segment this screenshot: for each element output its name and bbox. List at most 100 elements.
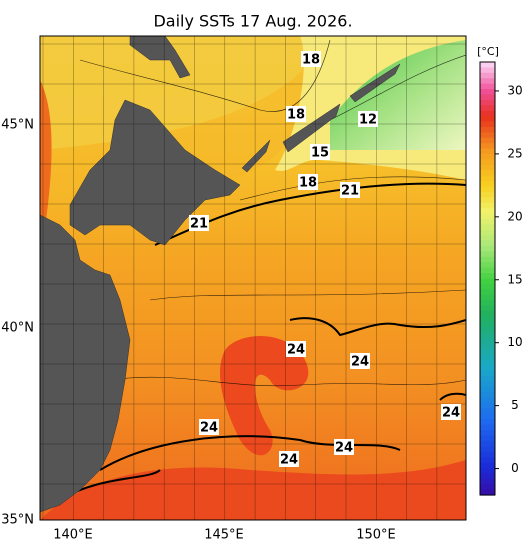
colorbar-segment: [480, 430, 495, 437]
colorbar-tick-label: 15: [507, 272, 522, 286]
colorbar-segment: [480, 343, 495, 350]
colorbar-segment: [480, 240, 495, 247]
contour-labels: 18 18 12 15 18 21 21 24 24 24 24 24 24: [189, 51, 461, 468]
colorbar-segment: [480, 202, 495, 209]
colorbar-segment: [480, 294, 495, 301]
colorbar-segment: [480, 446, 495, 453]
colorbar-segment: [480, 440, 495, 447]
colorbar-segment: [480, 451, 495, 458]
contour-label-box: [298, 174, 318, 190]
contour-label-box: [350, 353, 370, 369]
colorbar-segment: [480, 332, 495, 339]
colorbar-segment: [480, 467, 495, 474]
colorbar-segment: [480, 273, 495, 280]
colorbar-segment: [480, 137, 495, 144]
contour-label-box: [286, 106, 306, 122]
cool-area: [40, 36, 330, 150]
longitude-label: 150°E: [356, 528, 396, 543]
colorbar-segment: [480, 186, 495, 193]
colorbar-tick-label: 30: [507, 83, 522, 97]
contour-label: 15: [311, 146, 329, 161]
colorbar-segment: [480, 224, 495, 231]
colorbar-segment: [480, 386, 495, 393]
colorbar-segment: [480, 235, 495, 242]
colorbar-segment: [480, 197, 495, 204]
colorbar-segment: [480, 457, 495, 464]
colorbar-segment: [480, 62, 495, 69]
colorbar-segment: [480, 316, 495, 323]
colorbar-segment: [480, 359, 495, 366]
contour-label: 18: [302, 53, 320, 68]
colorbar: 0 5 10 15 20 25 30: [479, 61, 523, 496]
colorbar-segment: [480, 170, 495, 177]
colorbar-segment: [480, 181, 495, 188]
colorbar-segment: [480, 370, 495, 377]
warm-eddy: [220, 336, 309, 456]
colorbar-segment: [480, 381, 495, 388]
colorbar-segment: [480, 154, 495, 161]
colorbar-segment: [480, 375, 495, 382]
contour-label: 21: [341, 184, 359, 199]
longitude-label: 145°E: [204, 528, 244, 543]
colorbar-segment: [480, 327, 495, 334]
colorbar-segment: [480, 99, 495, 106]
colorbar-segment: [480, 251, 495, 258]
colorbar-segment: [480, 175, 495, 182]
colorbar-segment: [480, 348, 495, 355]
contour-label: 24: [280, 453, 298, 468]
contour-label-box: [189, 215, 209, 231]
colorbar-segment: [480, 148, 495, 155]
colorbar-segment: [480, 67, 495, 74]
colorbar-segment: [480, 83, 495, 90]
map-title: Daily SSTs 17 Aug. 2026.: [153, 12, 352, 31]
contour-label-box: [441, 404, 461, 420]
contour-label-box: [301, 51, 321, 67]
colorbar-segment: [480, 78, 495, 85]
colorbar-segment: [480, 419, 495, 426]
colorbar-segment: [480, 408, 495, 415]
colorbar-segment: [480, 121, 495, 128]
colorbar-segment: [480, 489, 495, 496]
contour-label-box: [334, 439, 354, 455]
contours: [79, 39, 466, 387]
contour-label: 24: [200, 421, 218, 436]
colorbar-segment: [480, 213, 495, 220]
colorbar-tick-label: 10: [507, 335, 522, 349]
colorbar-segment: [480, 132, 495, 139]
contour-label: 12: [359, 113, 377, 128]
contour-label-box: [279, 451, 299, 467]
colorbar-frame: [479, 61, 496, 496]
contour-label: 18: [287, 108, 305, 123]
colorbar-segment: [480, 413, 495, 420]
contour-label-box: [286, 341, 306, 357]
colorbar-segment: [480, 208, 495, 215]
colorbar-segment: [480, 143, 495, 150]
colorbar-segment: [480, 289, 495, 296]
latitude-label: 35°N: [1, 513, 34, 528]
contour-label: 24: [335, 441, 353, 456]
colorbar-segment: [480, 354, 495, 361]
latitude-label: 45°N: [1, 118, 34, 133]
contour-label-box: [310, 144, 330, 160]
colorbar-segment: [480, 397, 495, 404]
colorbar-segment: [480, 267, 495, 274]
contour-label: 24: [442, 406, 460, 421]
colorbar-segment: [480, 94, 495, 101]
colorbar-unit: [°C]: [477, 45, 499, 58]
colorbar-segment: [480, 462, 495, 469]
colorbar-segment: [480, 110, 495, 117]
contour-label-box: [199, 419, 219, 435]
contour-label: 24: [351, 355, 369, 370]
colorbar-segment: [480, 392, 495, 399]
colorbar-segment: [480, 484, 495, 491]
colorbar-segment: [480, 164, 495, 171]
colorbar-segment: [480, 478, 495, 485]
graticule: [40, 36, 466, 520]
colorbar-segment: [480, 321, 495, 328]
contour-label: 24: [287, 343, 305, 358]
colorbar-segment: [480, 300, 495, 307]
colorbar-segment: [480, 310, 495, 317]
colorbar-segment: [480, 424, 495, 431]
colorbar-segment: [480, 89, 495, 96]
